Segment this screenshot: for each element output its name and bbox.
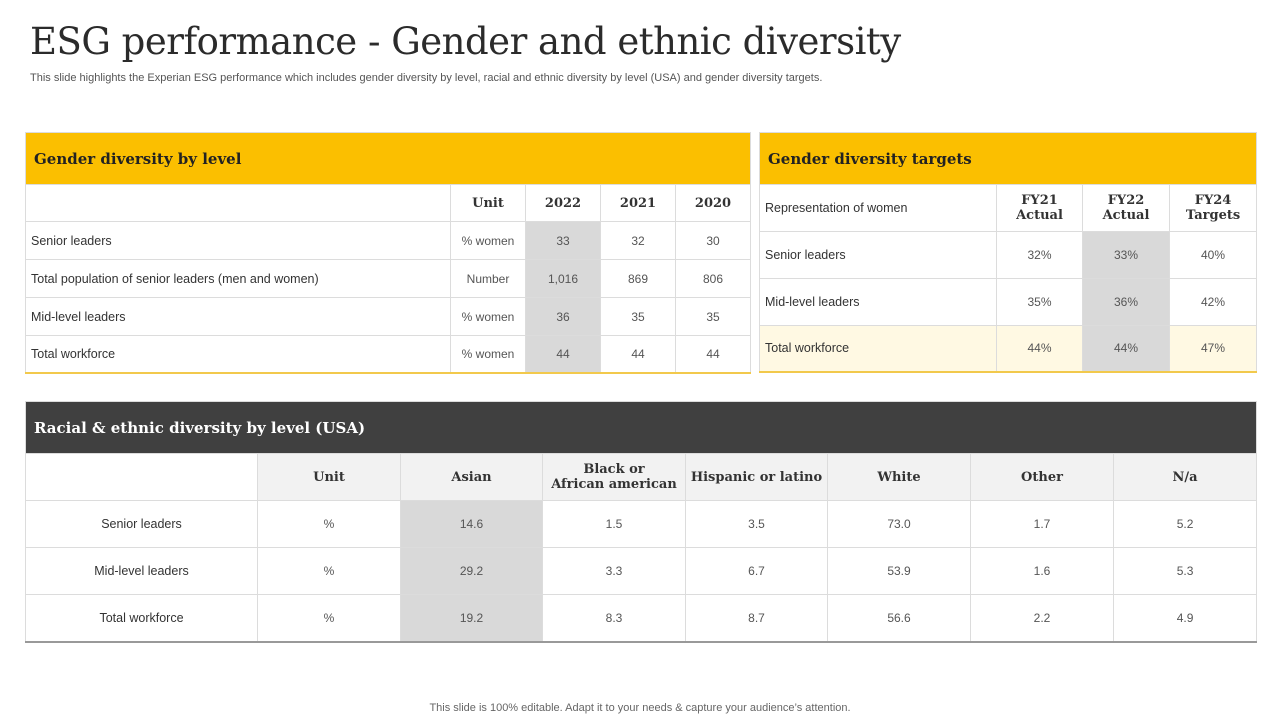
column-header: Hispanic or latino (685, 453, 828, 501)
column-header-line: FY21 (1021, 193, 1058, 208)
row-label: Senior leaders (25, 500, 258, 548)
value-cell: 35 (675, 297, 751, 336)
column-header-line: Actual (1102, 208, 1150, 223)
page-title: ESG performance - Gender and ethnic dive… (30, 20, 901, 63)
value-cell: 53.9 (827, 547, 971, 595)
column-header-line: FY24 (1194, 193, 1232, 208)
unit-cell: Number (450, 259, 526, 298)
value-cell: 44 (675, 335, 751, 373)
column-header: FY24 Targets (1168, 184, 1258, 232)
value-cell: 19.2 (400, 594, 543, 642)
value-cell: 35% (996, 278, 1083, 326)
table-header: Gender diversity targets (758, 132, 1258, 185)
column-header: Unit (450, 184, 526, 222)
value-cell: 4.9 (1112, 594, 1258, 642)
empty-header-cell (25, 453, 258, 501)
value-cell: 73.0 (827, 500, 971, 548)
table-row: Total workforce % 19.2 8.3 8.7 56.6 2.2 … (25, 594, 1258, 642)
racial-ethnic-diversity-table: Racial & ethnic diversity by level (USA)… (24, 401, 1258, 643)
row-label: Mid-level leaders (759, 278, 997, 326)
value-cell: 8.3 (542, 594, 686, 642)
value-cell: 44% (1082, 325, 1170, 372)
column-header: N/a (1112, 453, 1258, 501)
table-row: Mid-level leaders % 29.2 3.3 6.7 53.9 1.… (25, 547, 1258, 595)
column-header: Black or African american (542, 453, 686, 501)
value-cell: 8.7 (685, 594, 828, 642)
value-cell: 35 (600, 297, 676, 336)
column-header: 2020 (675, 184, 751, 222)
column-header-line: Targets (1185, 208, 1241, 223)
unit-cell: % (257, 500, 401, 548)
empty-header-cell (25, 184, 451, 222)
row-label: Total workforce (25, 594, 258, 642)
row-label: Senior leaders (25, 221, 451, 260)
column-header: Other (970, 453, 1114, 501)
footer-note: This slide is 100% editable. Adapt it to… (429, 702, 851, 714)
value-cell: 14.6 (400, 500, 543, 548)
value-cell: 33% (1082, 231, 1170, 279)
unit-cell: % (257, 594, 401, 642)
column-header: 2022 (525, 184, 601, 222)
value-cell: 42% (1168, 278, 1258, 326)
row-label: Total population of senior leaders (men … (25, 259, 451, 298)
table-row: Senior leaders % women 33 32 30 (25, 221, 751, 260)
row-label: Total workforce (759, 325, 997, 372)
row-header-label: Representation of women (759, 184, 997, 232)
table-row: Mid-level leaders % women 36 35 35 (25, 297, 751, 336)
table-row: Total population of senior leaders (men … (25, 259, 751, 298)
value-cell: 5.2 (1112, 500, 1258, 548)
table-row: Mid-level leaders 35% 36% 42% (759, 278, 1258, 326)
value-cell: 32% (996, 231, 1083, 279)
unit-cell: % women (450, 335, 526, 373)
value-cell: 5.3 (1112, 547, 1258, 595)
table-header: Gender diversity by level (25, 132, 751, 185)
value-cell: 33 (525, 221, 601, 260)
column-header: 2021 (600, 184, 676, 222)
value-cell: 30 (675, 221, 751, 260)
value-cell: 6.7 (685, 547, 828, 595)
row-label: Mid-level leaders (25, 297, 451, 336)
value-cell: 869 (600, 259, 676, 298)
value-cell: 2.2 (970, 594, 1114, 642)
table-row: Total workforce 44% 44% 47% (759, 325, 1258, 372)
value-cell: 806 (675, 259, 751, 298)
table-row: Total workforce % women 44 44 44 (25, 335, 751, 373)
column-header: Asian (400, 453, 543, 501)
gender-diversity-by-level-table: Gender diversity by level Unit 2022 2021… (25, 132, 751, 374)
value-cell: 44 (600, 335, 676, 373)
value-cell: 3.3 (542, 547, 686, 595)
table-row: Senior leaders % 14.6 1.5 3.5 73.0 1.7 5… (25, 500, 1258, 548)
row-label: Mid-level leaders (25, 547, 258, 595)
gender-diversity-targets-table: Gender diversity targets Representation … (758, 132, 1258, 373)
unit-cell: % women (450, 297, 526, 336)
row-label: Total workforce (25, 335, 451, 373)
row-label: Senior leaders (759, 231, 997, 279)
value-cell: 32 (600, 221, 676, 260)
unit-cell: % women (450, 221, 526, 260)
value-cell: 1.5 (542, 500, 686, 548)
table-row: Senior leaders 32% 33% 40% (759, 231, 1258, 279)
value-cell: 1.7 (970, 500, 1114, 548)
value-cell: 56.6 (827, 594, 971, 642)
value-cell: 40% (1168, 231, 1258, 279)
value-cell: 36% (1082, 278, 1170, 326)
value-cell: 1,016 (525, 259, 601, 298)
value-cell: 36 (525, 297, 601, 336)
column-header-line: FY22 (1107, 193, 1145, 208)
value-cell: 29.2 (400, 547, 543, 595)
page-subtitle: This slide highlights the Experian ESG p… (30, 72, 823, 84)
unit-cell: % (257, 547, 401, 595)
value-cell: 3.5 (685, 500, 828, 548)
column-header: Unit (257, 453, 401, 501)
column-header: White (827, 453, 971, 501)
value-cell: 1.6 (970, 547, 1114, 595)
value-cell: 47% (1168, 325, 1258, 372)
column-header: FY22 Actual (1082, 184, 1170, 232)
column-header-line: Actual (1016, 208, 1063, 223)
value-cell: 44 (525, 335, 601, 373)
table-header: Racial & ethnic diversity by level (USA) (24, 401, 1258, 454)
column-header: FY21 Actual (996, 184, 1083, 232)
value-cell: 44% (996, 325, 1083, 372)
